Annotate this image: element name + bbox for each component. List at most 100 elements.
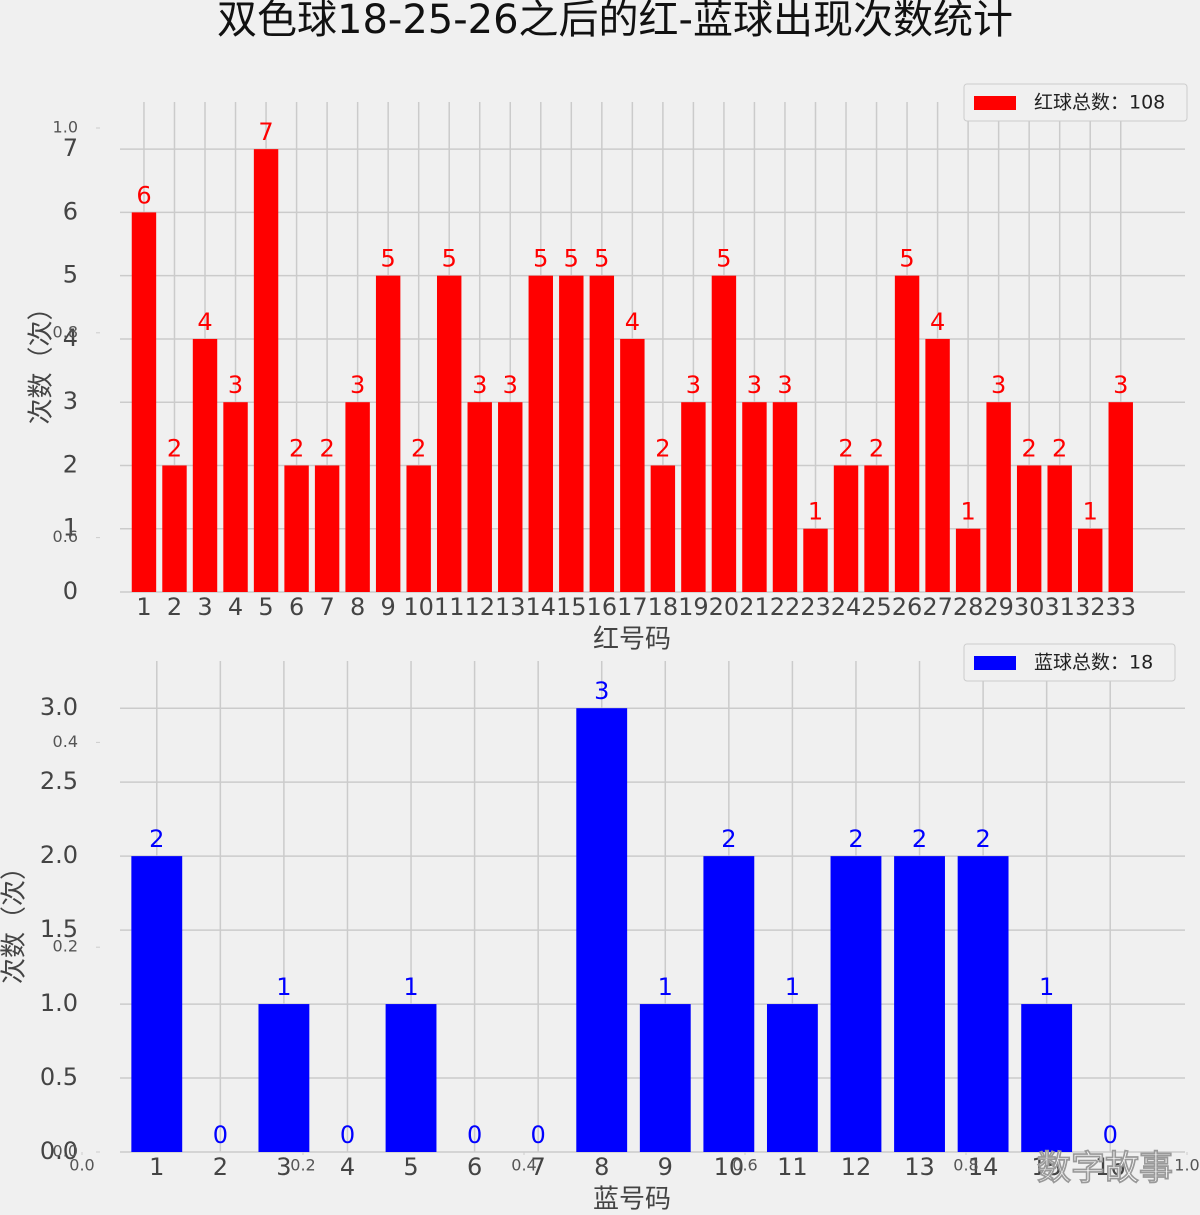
bar bbox=[528, 275, 553, 592]
bar bbox=[576, 708, 628, 1152]
value-label: 3 bbox=[777, 371, 792, 399]
bar bbox=[375, 275, 401, 592]
x-tick-label: 9 bbox=[658, 1153, 673, 1181]
ghost-y-tick-label: 0.4 bbox=[53, 732, 78, 751]
x-axis-label: 蓝号码 bbox=[593, 1185, 671, 1215]
x-tick-label: 2 bbox=[167, 593, 182, 621]
x-tick-label: 4 bbox=[228, 593, 243, 621]
ghost-y-tick-label: 1.0 bbox=[53, 118, 78, 137]
chart-title: 双色球18-25-26之后的红-蓝球出现次数统计 bbox=[217, 0, 1013, 43]
x-tick-label: 31 bbox=[1044, 593, 1075, 621]
value-label: 2 bbox=[1052, 434, 1067, 462]
ghost-y-tick-label: 0.2 bbox=[53, 937, 78, 956]
x-tick-label: 5 bbox=[403, 1153, 418, 1181]
x-tick-label: 7 bbox=[319, 593, 334, 621]
value-label: 5 bbox=[533, 245, 548, 273]
ghost-x-tick-label: 0.8 bbox=[953, 1156, 978, 1175]
bar bbox=[258, 1004, 310, 1152]
x-tick-label: 24 bbox=[831, 593, 862, 621]
x-tick-label: 12 bbox=[464, 593, 495, 621]
bar bbox=[650, 465, 676, 592]
value-label: 2 bbox=[167, 434, 182, 462]
value-label: 1 bbox=[960, 498, 975, 526]
x-tick-label: 9 bbox=[381, 593, 396, 621]
x-tick-label: 28 bbox=[953, 593, 984, 621]
value-label: 7 bbox=[258, 118, 273, 146]
value-label: 2 bbox=[289, 434, 304, 462]
x-tick-label: 3 bbox=[197, 593, 212, 621]
value-label: 4 bbox=[930, 308, 945, 336]
y-tick-label: 2.5 bbox=[40, 767, 78, 795]
x-tick-label: 8 bbox=[350, 593, 365, 621]
y-tick-label: 3 bbox=[63, 387, 78, 415]
y-tick-label: 0.0 bbox=[40, 1137, 78, 1165]
x-tick-label: 13 bbox=[904, 1153, 935, 1181]
value-label: 0 bbox=[213, 1121, 228, 1149]
x-tick-label: 13 bbox=[495, 593, 526, 621]
value-label: 2 bbox=[869, 434, 884, 462]
x-tick-label: 5 bbox=[258, 593, 273, 621]
bar bbox=[223, 402, 248, 592]
bar bbox=[803, 528, 828, 592]
bar bbox=[864, 465, 889, 592]
bar bbox=[620, 338, 645, 592]
legend-label: 蓝球总数：18 bbox=[1034, 652, 1153, 674]
value-label: 5 bbox=[381, 245, 396, 273]
value-label: 0 bbox=[467, 1121, 482, 1149]
bar bbox=[498, 402, 523, 592]
bar bbox=[1108, 402, 1133, 592]
value-label: 3 bbox=[991, 371, 1006, 399]
bar bbox=[284, 465, 309, 592]
value-label: 1 bbox=[808, 498, 823, 526]
value-label: 2 bbox=[411, 434, 426, 462]
bar bbox=[406, 465, 431, 592]
value-label: 1 bbox=[276, 973, 291, 1001]
bar bbox=[314, 465, 340, 592]
x-tick-label: 2 bbox=[213, 1153, 228, 1181]
y-axis-label: 次数（次） bbox=[0, 854, 30, 984]
y-tick-label: 2 bbox=[63, 450, 78, 478]
legend-swatch bbox=[974, 96, 1016, 110]
ghost-x-tick-label: 0.0 bbox=[69, 1156, 94, 1175]
value-label: 3 bbox=[472, 371, 487, 399]
x-tick-label: 7 bbox=[531, 1153, 546, 1181]
x-tick-label: 29 bbox=[983, 593, 1014, 621]
value-label: 5 bbox=[899, 245, 914, 273]
x-tick-label: 6 bbox=[289, 593, 304, 621]
bar bbox=[639, 1004, 691, 1152]
bar bbox=[986, 402, 1011, 592]
value-label: 1 bbox=[403, 973, 418, 1001]
value-label: 2 bbox=[149, 825, 164, 853]
legend-swatch bbox=[974, 656, 1016, 670]
value-label: 5 bbox=[442, 245, 457, 273]
bar bbox=[589, 275, 615, 592]
bar bbox=[894, 856, 945, 1152]
value-label: 1 bbox=[1083, 498, 1098, 526]
value-label: 6 bbox=[136, 181, 151, 209]
x-tick-label: 16 bbox=[1095, 1153, 1126, 1181]
y-tick-label: 4 bbox=[63, 324, 78, 352]
ghost-y-tick-label: 0.8 bbox=[53, 322, 78, 341]
x-tick-label: 22 bbox=[770, 593, 801, 621]
x-axis-label: 红号码 bbox=[593, 625, 671, 655]
x-tick-label: 25 bbox=[861, 593, 892, 621]
x-tick-label: 30 bbox=[1014, 593, 1045, 621]
x-tick-label: 21 bbox=[739, 593, 770, 621]
y-axis-label: 次数（次） bbox=[27, 294, 57, 424]
bar bbox=[766, 1004, 818, 1152]
y-tick-label: 5 bbox=[63, 261, 78, 289]
ghost-y-tick-label: 0.6 bbox=[53, 527, 78, 546]
bar bbox=[681, 402, 706, 592]
x-tick-label: 10 bbox=[403, 593, 434, 621]
value-label: 1 bbox=[1039, 973, 1054, 1001]
bar bbox=[436, 275, 462, 592]
bar bbox=[894, 275, 920, 592]
x-tick-label: 15 bbox=[1031, 1153, 1062, 1181]
value-label: 2 bbox=[975, 825, 990, 853]
x-tick-label: 16 bbox=[587, 593, 618, 621]
bar bbox=[162, 465, 187, 592]
value-label: 4 bbox=[625, 308, 640, 336]
bar bbox=[1078, 528, 1103, 592]
